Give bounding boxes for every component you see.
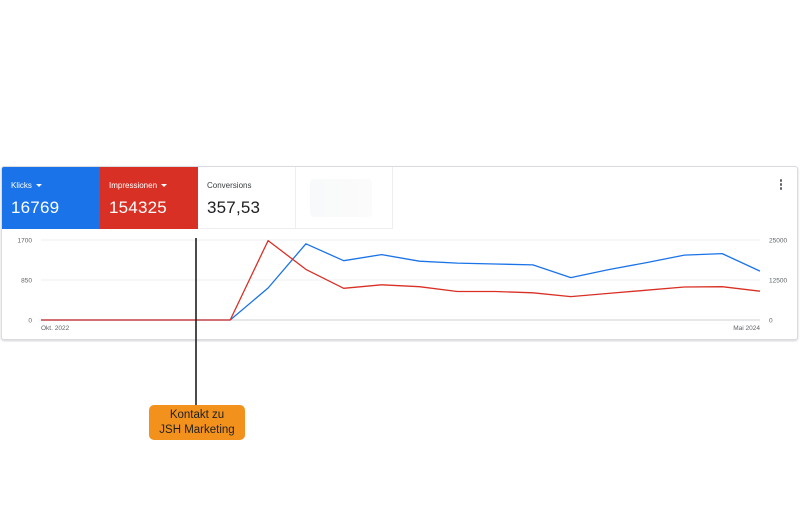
more-vert-icon[interactable] <box>779 179 783 193</box>
caret-down-icon[interactable] <box>35 184 42 187</box>
metric-tile-impressions[interactable]: Impressionen 154325 <box>100 167 198 229</box>
metric-label-impressions: Impressionen <box>109 181 158 190</box>
metric-label-clicks: Klicks <box>11 181 32 190</box>
metric-value-conversions: 357,53 <box>207 198 261 217</box>
metric-value-impressions: 154325 <box>109 198 167 217</box>
metric-tile-conversions[interactable]: Conversions 357,53 <box>198 167 296 229</box>
performance-card: Klicks 16769 Impressionen 154325 Convers… <box>1 166 798 340</box>
y-tick-label-right: 0 <box>769 317 773 324</box>
x-tick-label-start: Okt. 2022 <box>41 325 70 332</box>
y-tick-label-right: 25000 <box>769 237 787 244</box>
annotation-label: Kontakt zu JSH Marketing <box>149 405 245 440</box>
chart-series <box>41 239 761 321</box>
y-axis-right: 25000 12500 0 <box>769 237 787 324</box>
chart-grid <box>41 239 760 321</box>
metric-tile-clicks[interactable]: Klicks 16769 <box>2 167 100 229</box>
y-tick-label-left: 0 <box>28 317 32 324</box>
annotation-line2: JSH Marketing <box>159 424 235 436</box>
annotation-line1: Kontakt zu <box>169 409 225 421</box>
blurred-placeholder <box>310 179 372 217</box>
series-line-impressionen <box>41 239 761 321</box>
y-tick-label-left: 850 <box>21 277 32 284</box>
metric-tile-empty[interactable] <box>296 167 393 229</box>
line-chart: 1700 850 0 25000 12500 0 Okt. 2022 Mai 2024 <box>18 237 788 332</box>
y-tick-label-right: 12500 <box>769 277 787 284</box>
x-tick-label-end: Mai 2024 <box>733 325 760 332</box>
y-axis-left: 1700 850 0 <box>18 237 33 324</box>
y-tick-label-left: 1700 <box>18 237 33 244</box>
metric-label-conversions: Conversions <box>207 181 252 190</box>
series-line-klicks <box>41 243 761 321</box>
caret-down-icon[interactable] <box>161 184 168 187</box>
metric-value-clicks: 16769 <box>11 198 60 217</box>
